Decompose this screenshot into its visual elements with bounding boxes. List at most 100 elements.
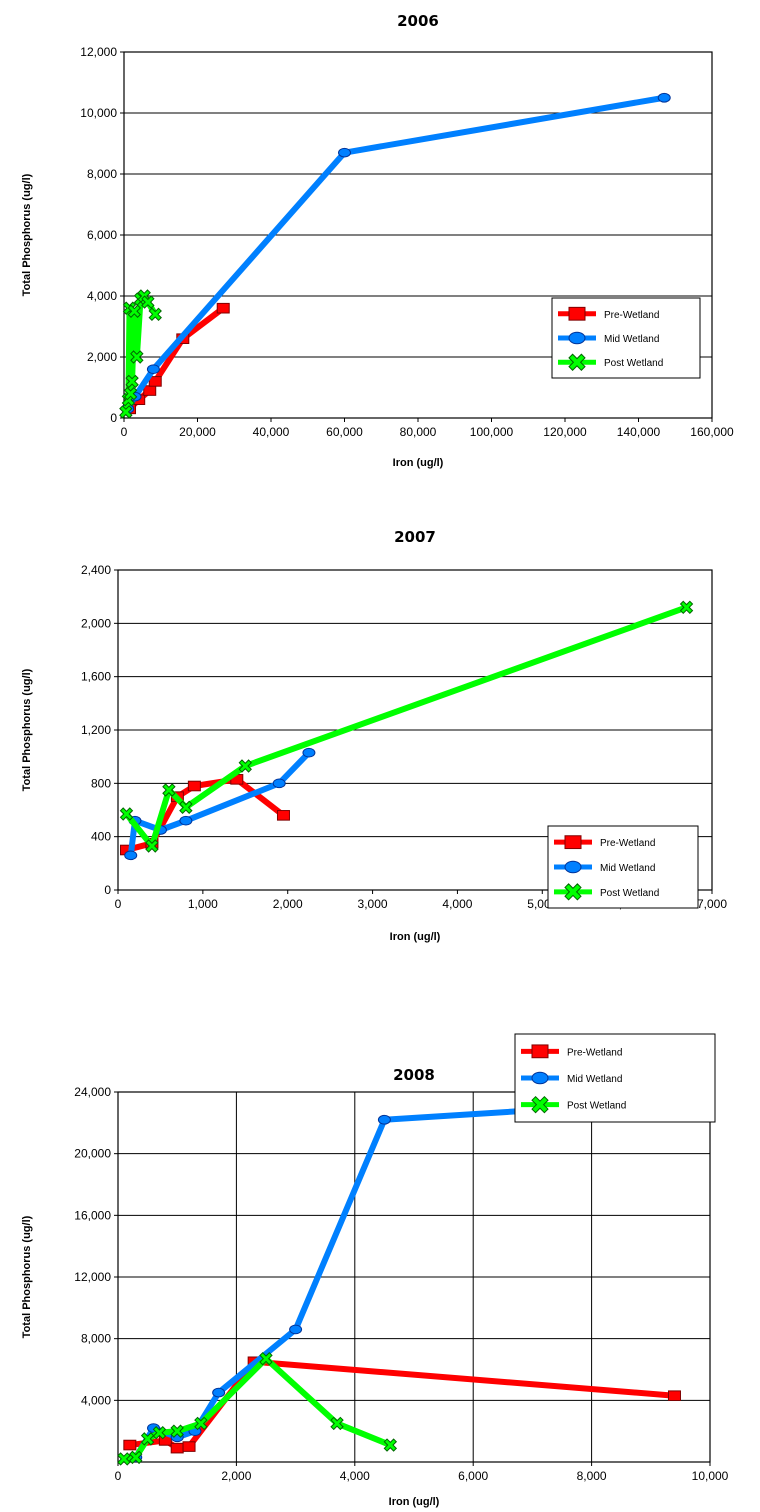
data-point [124,850,138,861]
legend: Pre-Wetland Mid Wetland Post Wetland [551,297,701,379]
y-tick-label: 1,200 [81,723,111,737]
series-Post Wetland [117,1352,398,1466]
data-point [170,1424,184,1438]
x-tick-label: 8,000 [577,1469,607,1483]
data-point [146,364,160,375]
legend-marker [568,306,586,321]
data-point [212,1387,226,1398]
data-point [140,1432,155,1446]
y-tick-label: 800 [91,776,111,790]
y-tick-label: 2,400 [81,563,111,577]
x-tick-label: 0 [121,425,128,439]
legend-marker [531,1095,549,1114]
data-point [143,385,157,396]
chart-title: 2007 [394,528,436,546]
legend-marker [568,353,586,371]
legend-marker [568,331,586,345]
legend-label: Mid Wetland [600,863,655,874]
x-tick-label: 6,000 [458,1469,488,1483]
legend-label: Mid Wetland [604,334,659,345]
data-point [182,1441,196,1452]
legend: Pre-Wetland Mid Wetland Post Wetland [514,1033,716,1123]
y-tick-label: 2,000 [87,350,117,364]
y-tick-label: 4,000 [87,289,117,303]
x-axis-label: Iron (ug/l) [389,1496,440,1508]
data-point [276,810,290,821]
y-tick-label: 12,000 [80,45,117,59]
y-tick-label: 400 [91,830,111,844]
data-point [148,307,162,322]
data-point [377,1114,391,1125]
series-Pre-Wetland [123,1356,681,1454]
data-point [289,1324,303,1335]
data-point [152,1426,167,1440]
x-axis-label: Iron (ug/l) [393,457,444,469]
x-tick-label: 2,000 [221,1469,251,1483]
series-Post Wetland [119,289,162,419]
data-point [238,759,252,773]
data-point [657,92,671,103]
data-point [123,386,138,401]
data-point [383,1438,398,1452]
data-point [194,1416,208,1431]
data-point [145,839,159,853]
data-point [141,295,155,309]
data-point [130,350,144,364]
x-tick-label: 7,000 [697,897,727,911]
data-point [330,1416,344,1431]
legend-label: Post Wetland [567,1101,626,1112]
y-tick-label: 20,000 [74,1147,111,1161]
data-point [216,302,230,314]
x-tick-label: 0 [115,897,122,911]
x-tick-label: 160,000 [690,425,734,439]
data-point [179,800,193,815]
legend-label: Pre-Wetland [600,838,655,849]
data-point [302,747,316,758]
chart-title: 2006 [397,12,439,30]
x-tick-label: 60,000 [326,425,363,439]
data-point [119,405,133,419]
x-tick-label: 4,000 [442,897,472,911]
legend-marker [564,883,582,901]
data-point [129,1450,143,1465]
data-point [272,778,286,789]
data-point [117,1452,131,1466]
legend-label: Pre-Wetland [567,1047,622,1058]
data-point [259,1352,273,1366]
data-point [170,1442,184,1454]
y-axis-label: Total Phosphorus (ug/l) [21,1215,33,1338]
data-point [119,807,134,821]
y-tick-label: 0 [104,883,111,897]
y-tick-label: 24,000 [74,1085,111,1099]
x-axis-label: Iron (ug/l) [390,931,441,943]
x-tick-label: 80,000 [400,425,437,439]
chart-2008: 2008 4,000 8,000 12,000 16,000 20,000 24,000 0 2… [21,1033,729,1508]
y-axis-label: Total Phosphorus (ug/l) [21,173,33,296]
data-point [338,147,351,158]
y-tick-label: 10,000 [80,106,117,120]
chart-title: 2008 [393,1066,435,1084]
y-tick-label: 4,000 [81,1393,111,1407]
y-tick-label: 6,000 [87,228,117,242]
y-tick-label: 1,600 [81,670,111,684]
x-tick-label: 40,000 [253,425,290,439]
legend-label: Mid Wetland [567,1074,622,1085]
chart-2006: 2006 0 2,000 4,000 6,000 8,000 10,000 12,000 0 20… [21,12,734,469]
y-tick-label: 8,000 [87,167,117,181]
data-point [679,600,694,615]
y-tick-label: 16,000 [74,1208,111,1222]
x-tick-label: 3,000 [358,897,388,911]
x-tick-label: 140,000 [617,425,661,439]
y-tick-label: 0 [110,411,117,425]
legend-label: Post Wetland [604,358,663,369]
legend-marker [531,1044,549,1059]
x-tick-label: 20,000 [179,425,216,439]
legend-marker [531,1071,549,1085]
x-tick-label: 120,000 [543,425,587,439]
y-axis-label: Total Phosphorus (ug/l) [21,668,33,791]
x-tick-label: 100,000 [470,425,514,439]
x-tick-label: 2,000 [273,897,303,911]
x-tick-label: 4,000 [340,1469,370,1483]
legend-marker [564,860,582,874]
